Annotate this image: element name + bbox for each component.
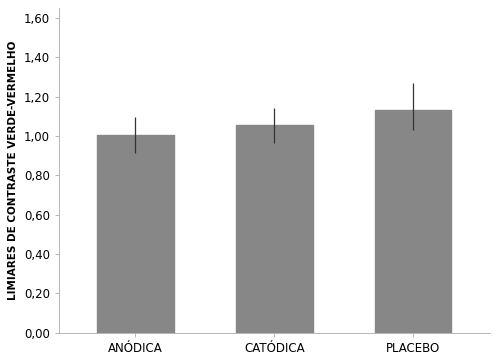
Bar bbox=[97, 135, 174, 333]
Bar bbox=[375, 110, 452, 333]
Bar bbox=[236, 125, 313, 333]
Y-axis label: LIMIARES DE CONTRASTE VERDE-VERMELHO: LIMIARES DE CONTRASTE VERDE-VERMELHO bbox=[8, 41, 18, 300]
